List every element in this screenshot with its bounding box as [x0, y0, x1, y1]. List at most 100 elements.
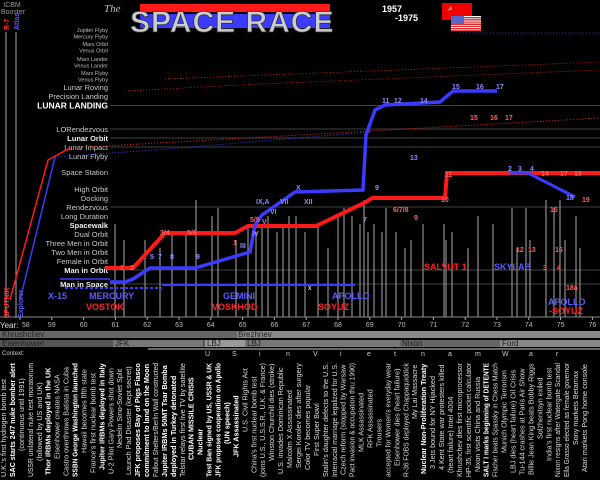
level-lunar-orbit: Lunar Orbit	[67, 134, 108, 143]
context-event: U.S. invades Dominican Republic	[276, 367, 285, 474]
context-event: My Lai Massacre	[410, 365, 419, 419]
context-event: HP-35, first scientific pocket calculato…	[464, 362, 473, 477]
booster-heading-2: Booster	[1, 9, 26, 16]
level-man-in-space: Man in Space	[60, 280, 108, 289]
context-event: (followed by US and UK)	[35, 382, 44, 461]
usa-mission-number: 7	[363, 217, 367, 224]
context-event: Sony markets Betamax	[571, 370, 580, 445]
leader-lbj: LBJ	[207, 339, 221, 348]
vietnam-letter: n	[286, 351, 290, 358]
context-event: (continuous until 1991)	[17, 378, 26, 451]
context-event: SSBN George Washington launched	[71, 363, 80, 477]
year-tick: 58	[22, 322, 30, 329]
usa-mission-number: 7	[158, 254, 162, 261]
context-event: JFK proposes cooperation on Apollo	[214, 362, 223, 477]
year-tick: 75	[557, 322, 565, 329]
vietnam-letter: m	[475, 351, 481, 358]
context-event: Sergei Korolev dies after surgery	[294, 363, 303, 468]
context-event: Fallout Shelters/Berlin Wall constructed	[151, 363, 160, 477]
vietnam-letter: i	[259, 351, 261, 358]
level-space-station: Space Station	[61, 168, 108, 177]
svg-text:☭: ☭	[447, 6, 452, 13]
context-event: Khrushchev dies first microprocessor	[455, 362, 464, 477]
context-event: deployed in Turkey detonated	[169, 376, 178, 477]
level-lorendezvous: LORendezvous	[56, 125, 108, 134]
context-event: Stalin's daughter defects to the U.S.	[321, 363, 330, 477]
ussr-mission-number: 9	[414, 215, 418, 222]
context-event: Eisenhower creates NASA	[53, 374, 62, 459]
r7-label: R-7	[4, 19, 11, 30]
vietnam-letter: n	[421, 351, 425, 358]
ussr-mission-number: 3/4	[160, 230, 170, 237]
context-event: 3 Jets bound for NY Hijacked	[428, 376, 437, 469]
x-mark: x	[308, 285, 312, 292]
year-ticks: 58 59 60 61 62 63 64 65 66 67 68 69 70 71 72 73 74 75 76	[19, 317, 596, 329]
ussr-early-line	[9, 147, 71, 301]
ussr-mission-number: 17	[560, 171, 568, 178]
context-event: Nuclear Non-Proliferation Treaty	[419, 364, 428, 474]
context-event: accepted for Women's everyday wear	[383, 362, 392, 477]
level-dual-orbit: Dual Orbit	[74, 230, 109, 239]
level-rendezvous: Rendezvous	[66, 203, 108, 212]
program-soyuz: SOYUZ	[318, 302, 350, 312]
sputnik-label: SPUTNIK	[4, 287, 11, 318]
year-tick: 66	[271, 322, 279, 329]
soviet-flag-icon: ☭	[442, 3, 472, 20]
year-tick: 69	[366, 322, 374, 329]
leader-khrushchev: Khrushchev	[2, 330, 44, 339]
year-tick: 61	[112, 322, 120, 329]
level-mars-lander: Mars Lander	[77, 57, 108, 63]
context-event: U.K.'s first hydrogen bomb test	[0, 379, 8, 477]
program-skylab: SKYLAB	[494, 262, 532, 272]
context-event: Nedelin Sino-Soviet Split	[115, 369, 124, 448]
progress-lines: x	[9, 32, 600, 301]
vietnam-letter: e	[367, 351, 371, 358]
ussr-human-line	[105, 171, 600, 270]
ussr-mission-number: 1	[233, 240, 237, 247]
year-tick: 71	[430, 322, 438, 329]
year-tick: 73	[493, 322, 501, 329]
usa-mission-number: 15	[452, 84, 460, 91]
context-event: Nuclear	[196, 428, 205, 455]
usa-mission-number: 13	[410, 155, 418, 162]
vietnam-letter: r	[556, 351, 559, 358]
context-events: U.K.'s first hydrogen bomb test SAC start…	[0, 362, 589, 477]
context-event: Malcolm X Assassinated	[285, 390, 294, 468]
usa-mission-number: 16	[476, 84, 484, 91]
usa-mission-number: 9	[196, 254, 200, 261]
context-event: Castro overthrows Batista in Cuba	[62, 367, 71, 476]
ussr-mission-number: 1	[120, 265, 124, 272]
context-event: (joins U.S., U.S.S.R., U.K. & France)	[258, 363, 267, 477]
leader-ford: Ford	[502, 339, 518, 348]
leaders: Khrushchev Brezhnev Eisenhower JFK LBJ L…	[0, 330, 600, 350]
context-event: U-2 Pilot Gary Powers shot down	[106, 368, 115, 474]
context-event: France's first nuclear bomb test	[88, 373, 97, 473]
ussr-lunar-line	[69, 117, 600, 149]
usa-human-line	[110, 89, 497, 284]
level-mercury-flyby: Mercury Flyby	[73, 35, 108, 41]
year-tick: 65	[239, 322, 247, 329]
title-prefix: The	[104, 3, 121, 15]
level-lunar-landing: LUNAR LANDING	[37, 101, 108, 111]
vietnam-letter: a	[448, 351, 452, 358]
context-event: (UN speech)	[222, 401, 231, 444]
level-female: Female in Orbit	[57, 257, 109, 266]
year-tick: 59	[48, 322, 56, 329]
usa-lunar-line	[54, 131, 371, 158]
year-tick: 63	[175, 322, 183, 329]
usa-mission-number: III	[240, 243, 246, 250]
program-vostok: VOSTOK	[86, 302, 124, 312]
ussr-mission-number: 16	[555, 247, 563, 254]
usa-mission-number: 11	[382, 98, 390, 105]
ussr-mission-number: 18a	[566, 285, 578, 292]
ussr-mission-number: 4	[557, 265, 561, 272]
ussr-mission-number: 10	[441, 197, 449, 204]
ussr-mission-number: 18	[574, 171, 582, 178]
ussr-mission-number: 2	[130, 265, 134, 272]
title-year-end: -1975	[395, 13, 418, 23]
ussr-mission-number: 3	[543, 265, 547, 272]
level-precision-landing: Precision Landing	[48, 92, 108, 101]
context-event: Thor IRBMs deployed in the UK	[44, 367, 53, 475]
context-event: SALT I marks beginning of DETENTE	[482, 363, 491, 477]
